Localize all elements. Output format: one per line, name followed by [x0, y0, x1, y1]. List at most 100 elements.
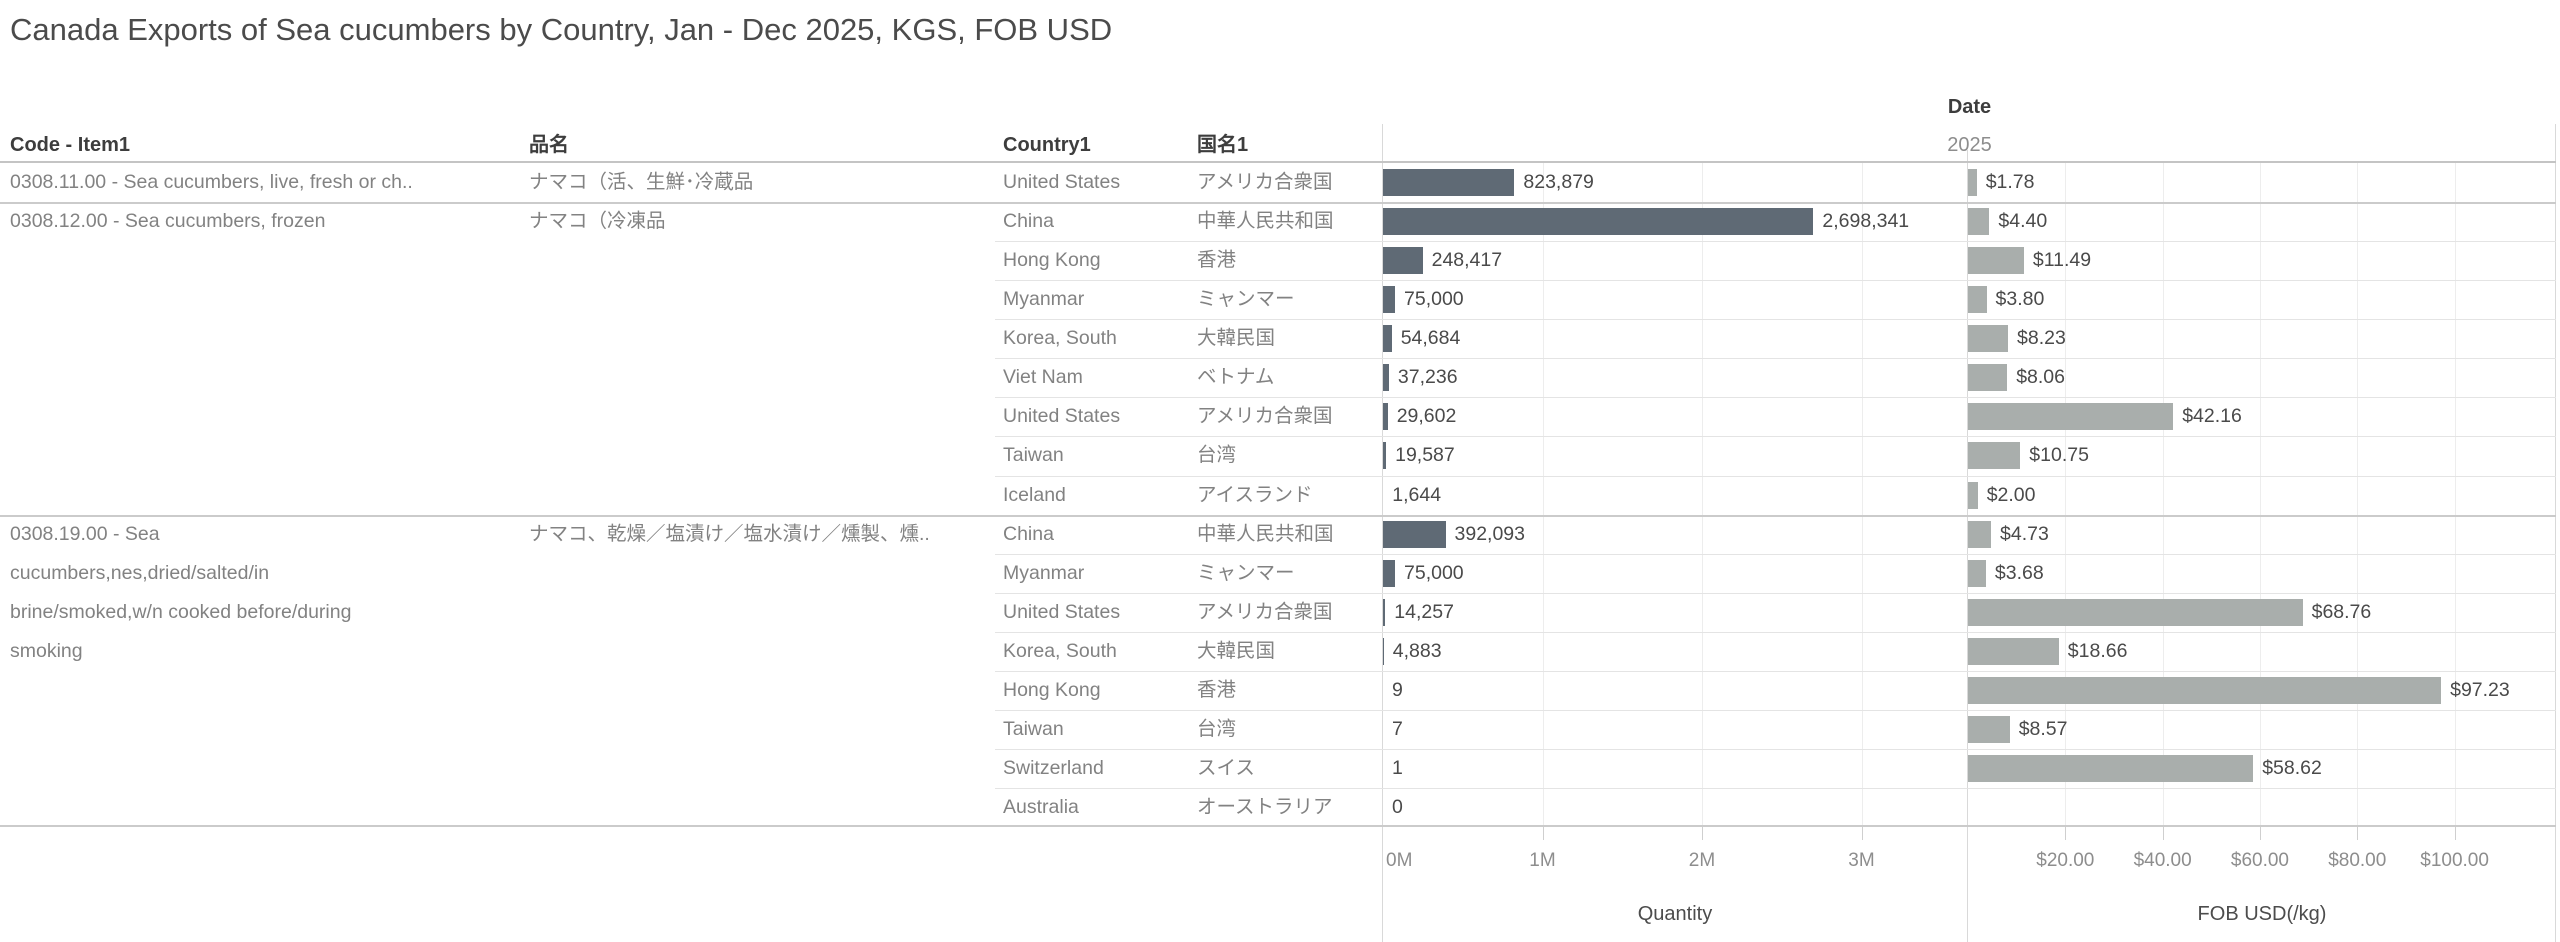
jp-country-cell: ミャンマー [1197, 288, 1295, 311]
quantity-axis-title: Quantity [1637, 903, 1713, 925]
gridline [1702, 163, 1703, 827]
axis-tick-mark [2065, 827, 2067, 840]
quantity-bar[interactable] [1383, 364, 1389, 392]
axis-tick-mark [2162, 827, 2164, 840]
date-header: Date [1947, 96, 1992, 118]
quantity-value-label: 14,257 [1394, 600, 1454, 623]
quantity-bar[interactable] [1383, 598, 1386, 626]
quantity-value-label: 823,879 [1523, 171, 1594, 193]
fob-bar[interactable] [1968, 676, 2442, 704]
quantity-value-label: 392,093 [1454, 522, 1526, 545]
fob-value-label: $10.75 [2029, 444, 2089, 467]
fob-bar[interactable] [1968, 442, 2021, 470]
gridline [2065, 163, 2067, 827]
country-cell: Hong Kong [1003, 249, 1101, 272]
item-jp-name-cell: ナマコ（冷凍品 [529, 210, 666, 233]
country-cell: Switzerland [1003, 756, 1104, 779]
gridline [2454, 163, 2456, 827]
fob-axis-title: FOB USD(/kg) [2197, 903, 2327, 925]
row-divider [995, 358, 2556, 360]
row-divider [995, 553, 2556, 555]
fob-bar[interactable] [1968, 325, 2008, 353]
item-code-cell: 0308.11.00 - Sea cucumbers, live, fresh … [10, 171, 413, 193]
fob-bar[interactable] [1968, 715, 2010, 743]
fob-value-label: $3.68 [1994, 561, 2044, 584]
quantity-value-label: 2,698,341 [1822, 210, 1910, 233]
quantity-value-label: 1 [1392, 756, 1403, 779]
column-header-jp-name[interactable]: 品名 [529, 134, 569, 156]
fob-value-label: $42.16 [2182, 405, 2242, 428]
row-divider [995, 670, 2556, 672]
row-divider [995, 436, 2556, 438]
quantity-value-label: 248,417 [1431, 249, 1503, 272]
fob-bar[interactable] [1968, 286, 1987, 314]
fob-value-label: $11.49 [2032, 249, 2092, 272]
fob-bar[interactable] [1968, 247, 2024, 275]
fob-value-label: $4.73 [2000, 522, 2049, 545]
gridline [2259, 163, 2261, 827]
quantity-bar[interactable] [1383, 247, 1423, 275]
fob-value-label: $8.57 [2018, 717, 2068, 740]
gridline [1542, 163, 1544, 827]
axis-tick-mark [1542, 827, 1544, 840]
year-header: 2025 [1947, 134, 1992, 156]
jp-country-cell: 香港 [1197, 249, 1237, 272]
quantity-bar[interactable] [1383, 637, 1384, 665]
fob-value-label: $8.23 [2017, 327, 2066, 350]
country-cell: Taiwan [1003, 444, 1064, 467]
quantity-bar[interactable] [1383, 403, 1388, 431]
fob-value-label: $1.78 [1985, 171, 2035, 193]
panel-border [1967, 150, 1968, 942]
country-cell: Myanmar [1003, 561, 1085, 584]
fob-value-label: $97.23 [2450, 678, 2510, 701]
quantity-bar[interactable] [1383, 520, 1446, 548]
fob-bar[interactable] [1968, 754, 2254, 782]
country-cell: Myanmar [1003, 288, 1085, 311]
fob-bar[interactable] [1968, 559, 1986, 587]
fob-bar[interactable] [1968, 481, 1978, 509]
quantity-value-label: 37,236 [1397, 366, 1458, 389]
column-header-country[interactable]: Country1 [1003, 134, 1091, 156]
axis-tick-mark [1861, 827, 1863, 840]
quantity-bar[interactable] [1383, 325, 1392, 353]
table-bottom-divider [0, 825, 2556, 827]
jp-country-cell: ベトナム [1197, 366, 1275, 389]
quantity-value-label: 19,587 [1395, 444, 1455, 467]
jp-country-cell: 大韓民国 [1197, 639, 1276, 662]
fob-bar[interactable] [1968, 403, 2174, 431]
axis-tick-mark [2454, 827, 2456, 840]
fob-bar[interactable] [1968, 520, 1991, 548]
quantity-bar[interactable] [1383, 169, 1515, 196]
fob-bar[interactable] [1968, 208, 1990, 236]
fob-axis-tick-label: $40.00 [2133, 850, 2192, 871]
quantity-value-label: 7 [1392, 717, 1403, 740]
quantity-value-label: 75,000 [1404, 288, 1464, 311]
quantity-bar[interactable] [1383, 559, 1395, 587]
gridline [2162, 163, 2164, 827]
country-cell: Iceland [1003, 483, 1066, 506]
row-divider [995, 397, 2556, 399]
jp-country-cell: オーストラリア [1197, 795, 1333, 818]
row-divider [995, 787, 2556, 789]
quantity-bar[interactable] [1383, 286, 1395, 314]
fob-bar[interactable] [1968, 598, 2303, 626]
fob-bar[interactable] [1968, 169, 1977, 196]
jp-country-cell: 台湾 [1197, 717, 1237, 740]
fob-bar[interactable] [1968, 364, 2008, 392]
column-header-jp-country[interactable]: 国名1 [1197, 134, 1249, 156]
quantity-bar[interactable] [1383, 442, 1387, 470]
fob-value-label: $4.40 [1998, 210, 2048, 233]
country-cell: Viet Nam [1003, 366, 1083, 389]
section-divider [0, 202, 2556, 205]
fob-bar[interactable] [1968, 637, 2059, 665]
quantity-bar[interactable] [1383, 208, 1814, 236]
gridline [2357, 163, 2359, 827]
country-cell: Korea, South [1003, 639, 1117, 662]
fob-value-label: $58.62 [2262, 756, 2322, 779]
gridline [1861, 163, 1863, 827]
country-cell: China [1003, 210, 1054, 233]
column-header-code[interactable]: Code - Item1 [10, 134, 131, 156]
item-code-cell: 0308.12.00 - Sea cucumbers, frozen [10, 210, 326, 233]
axis-tick-mark [2259, 827, 2261, 840]
row-divider [995, 241, 2556, 243]
